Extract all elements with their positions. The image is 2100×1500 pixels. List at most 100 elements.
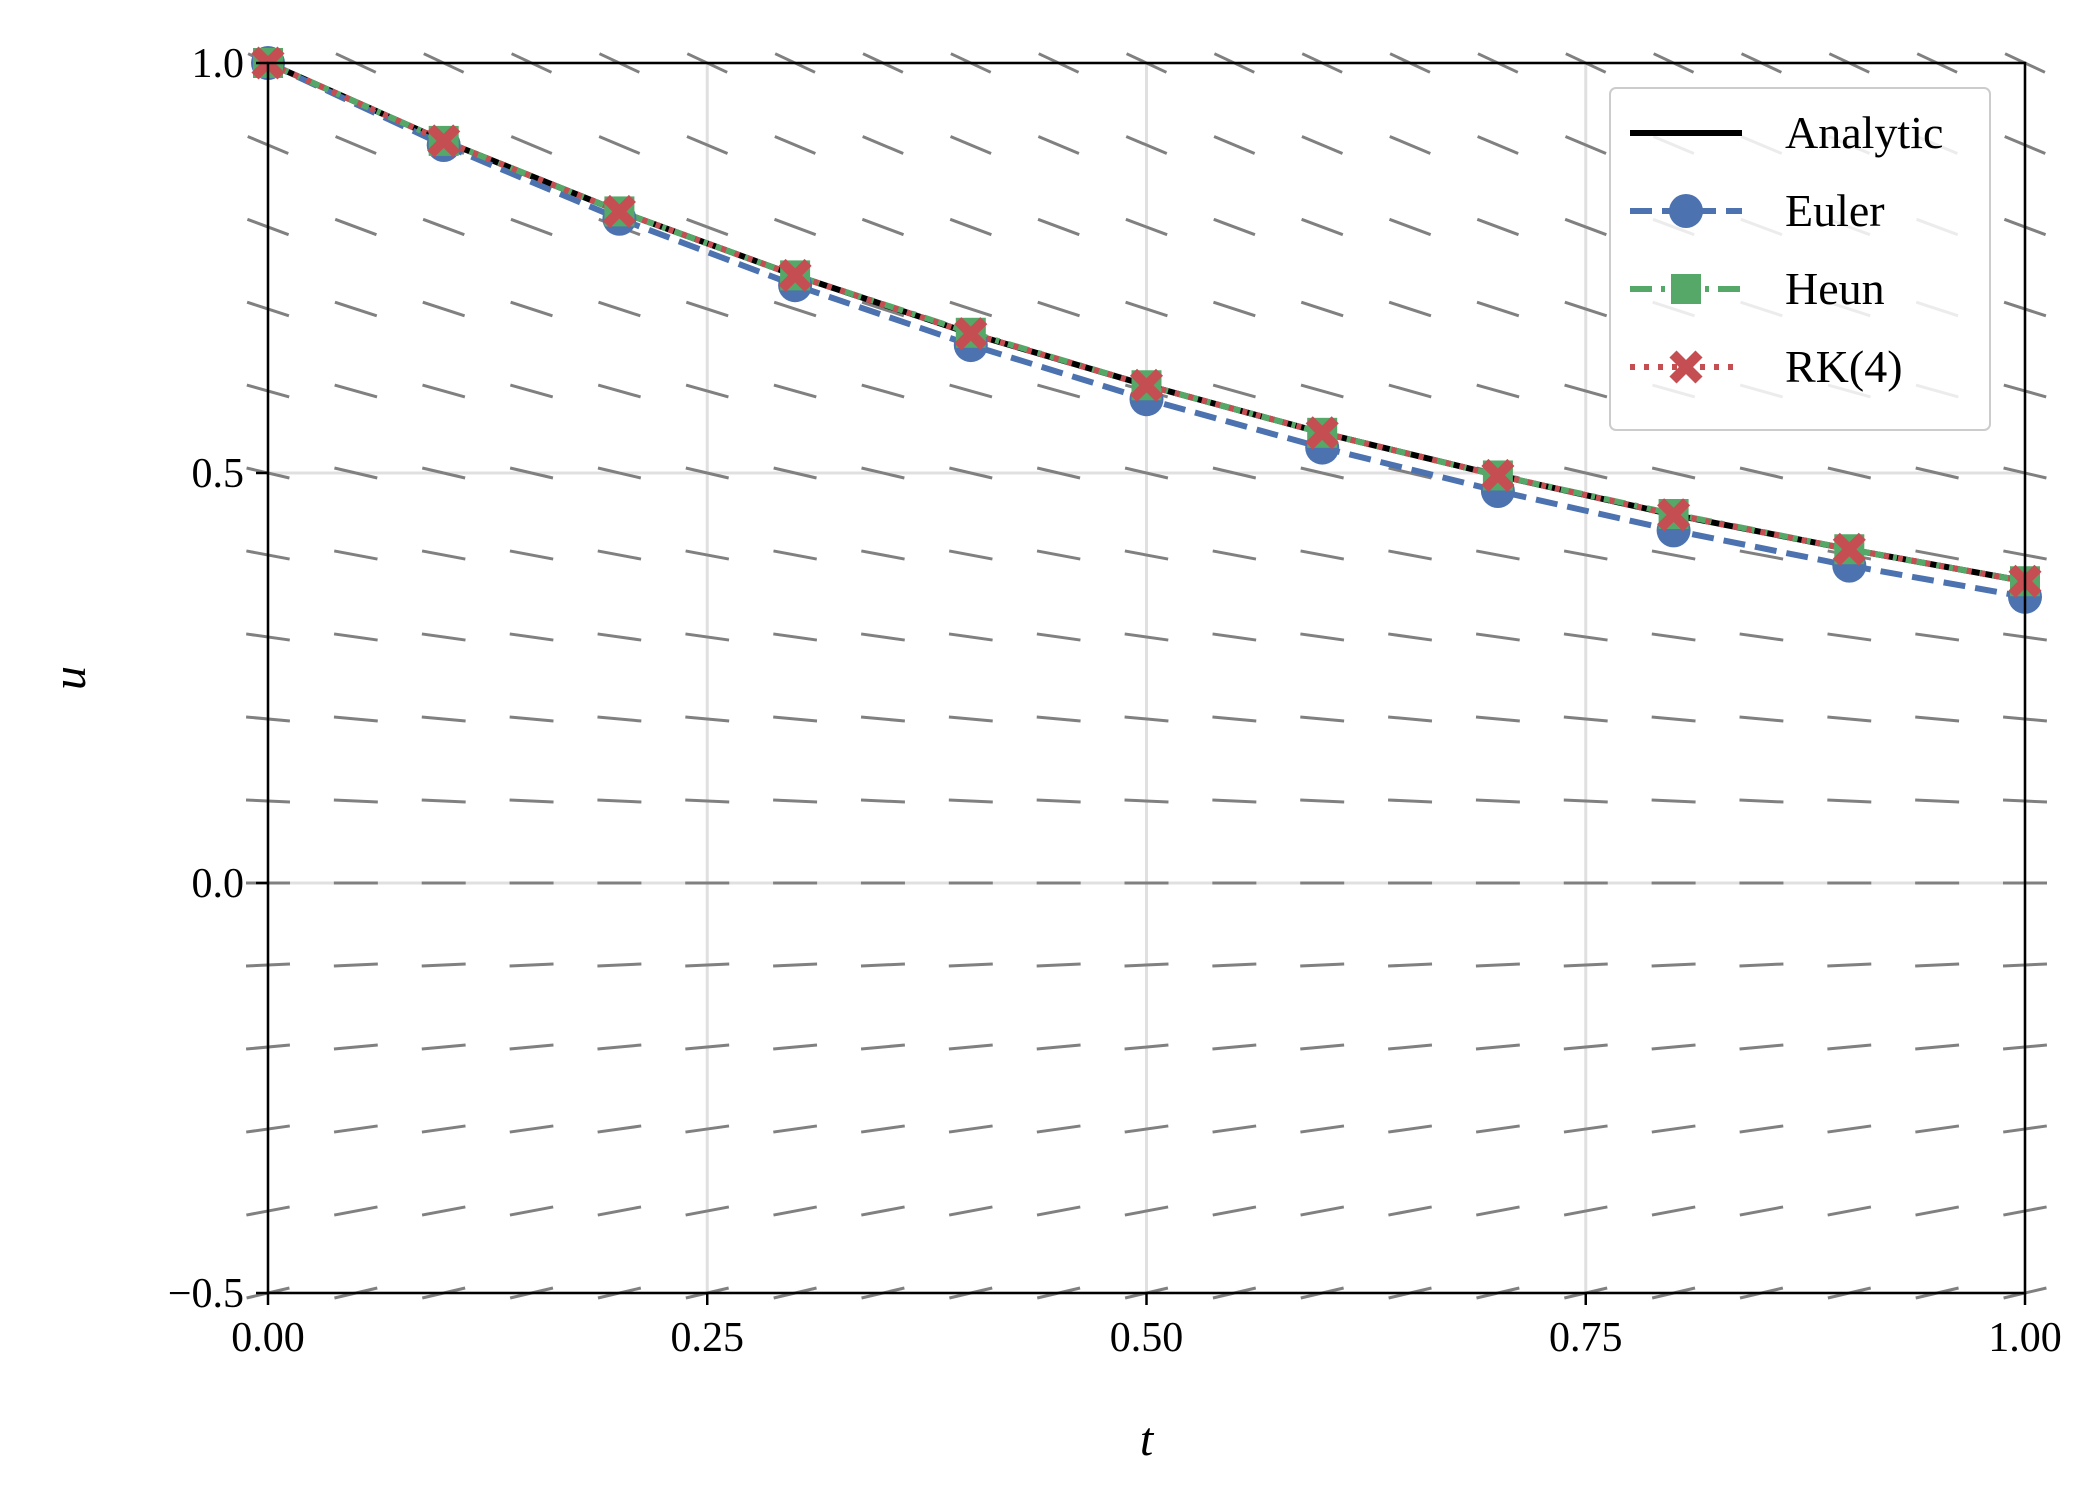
slope-segment-13-12 (1388, 1043, 1433, 1051)
point-rk4-6 (1305, 416, 1339, 450)
slope-segment-5-9 (685, 798, 730, 804)
slope-segment-4-5 (597, 466, 642, 480)
slope-segment-6-3 (773, 300, 817, 318)
slope-segment-19-5 (1915, 466, 1959, 480)
slope-segment-8-14 (948, 1205, 993, 1217)
slope-segment-3-9 (509, 798, 554, 804)
slope-segment-11-5 (1212, 466, 1257, 480)
slope-segment-8-3 (949, 300, 993, 318)
slope-segment-12-14 (1300, 1205, 1345, 1217)
slope-segment-2-8 (421, 715, 466, 723)
slope-segment-3-2 (510, 217, 553, 237)
slope-segment-18-9 (1827, 798, 1872, 804)
slope-segment-13-6 (1388, 549, 1432, 561)
slope-segment-1-11 (333, 962, 378, 968)
slope-segment-14-4 (1476, 383, 1520, 399)
slope-segment-18-8 (1827, 715, 1872, 723)
slope-segment-10-7 (1124, 632, 1169, 642)
slope-segment-14-14 (1475, 1205, 1520, 1217)
slope-segment-11-14 (1212, 1205, 1257, 1217)
slope-segment-8-11 (948, 962, 993, 968)
slope-segment-8-1 (949, 135, 992, 155)
slope-segment-13-13 (1388, 1124, 1433, 1134)
slope-segment-6-5 (773, 466, 817, 480)
slope-segment-11-11 (1212, 962, 1257, 968)
slope-segment-12-13 (1300, 1124, 1345, 1134)
slope-segment-16-13 (1651, 1124, 1696, 1134)
slope-segment-7-12 (860, 1043, 905, 1051)
slope-segment-16-9 (1651, 798, 1696, 804)
slope-segment-4-11 (597, 962, 642, 968)
slope-segment-7-6 (861, 549, 905, 561)
y-axis-title: u (43, 666, 96, 690)
slope-segment-1-1 (334, 135, 377, 155)
slope-segment-10-9 (1124, 798, 1169, 804)
slope-segment-14-2 (1476, 217, 1520, 237)
slope-segment-15-9 (1563, 798, 1608, 804)
slope-segment-11-4 (1212, 383, 1256, 399)
slope-segment-3-11 (509, 962, 554, 968)
x-tick-label-3: 0.75 (1549, 1315, 1623, 1361)
slope-segment-3-3 (510, 300, 553, 318)
point-rk4-4-stroke-b (954, 317, 988, 351)
slope-segment-2-12 (421, 1043, 466, 1051)
slope-segment-6-1 (774, 135, 816, 155)
slope-segment-15-11 (1563, 962, 1608, 968)
slope-segment-8-7 (948, 632, 993, 642)
slope-segment-7-9 (860, 798, 905, 804)
slope-segment-10-3 (1125, 300, 1168, 318)
slope-segment-1-12 (333, 1043, 378, 1051)
slope-segment-10-12 (1124, 1043, 1169, 1051)
slope-segment-9-14 (1036, 1205, 1081, 1217)
legend-label-heun: Heun (1785, 263, 1885, 314)
slope-segment-1-4 (334, 383, 378, 399)
slope-segment-6-2 (773, 217, 817, 237)
legend-marker-rk4-stroke-b (1669, 350, 1703, 384)
slope-segment-18-14 (1827, 1205, 1872, 1217)
slope-segment-1-7 (333, 632, 378, 642)
slope-segment-19-13 (1915, 1124, 1960, 1134)
slope-segment-15-8 (1563, 715, 1608, 723)
slope-segment-3-8 (509, 715, 554, 723)
slope-segment-11-13 (1212, 1124, 1257, 1134)
slope-segment-11-1 (1213, 135, 1256, 155)
slope-segment-6-11 (773, 962, 818, 968)
slope-segment-9-7 (1036, 632, 1081, 642)
slope-segment-7-7 (860, 632, 905, 642)
slope-segment-5-4 (685, 383, 729, 399)
slope-segment-10-1 (1125, 135, 1168, 155)
slope-segment-12-1 (1301, 135, 1344, 155)
slope-segment-6-8 (773, 715, 818, 723)
slope-segment-12-7 (1300, 632, 1345, 642)
slope-segment-9-12 (1036, 1043, 1081, 1051)
slope-segment-2-11 (421, 962, 466, 968)
slope-segment-7-13 (860, 1124, 905, 1134)
slope-segment-16-8 (1651, 715, 1696, 723)
slope-segment-18-5 (1827, 466, 1872, 480)
slope-segment-15-6 (1563, 549, 1608, 561)
slope-segment-12-9 (1300, 798, 1345, 804)
slope-segment-10-14 (1124, 1205, 1169, 1217)
slope-segment-15-5 (1563, 466, 1608, 480)
slope-segment-8-12 (948, 1043, 993, 1051)
legend-label-analytic: Analytic (1785, 107, 1943, 158)
slope-segment-3-14 (509, 1205, 554, 1217)
slope-segment-14-9 (1475, 798, 1520, 804)
slope-segment-16-6 (1651, 549, 1696, 561)
slope-segment-5-1 (686, 135, 729, 155)
slope-segment-5-12 (685, 1043, 730, 1051)
point-rk4-1-stroke-b (427, 124, 461, 158)
slope-segment-17-7 (1739, 632, 1784, 642)
slope-segment-15-14 (1563, 1205, 1608, 1217)
slope-segment-12-11 (1300, 962, 1345, 968)
slope-segment-17-12 (1739, 1043, 1784, 1051)
slope-segment-10-13 (1124, 1124, 1169, 1134)
slope-segment-13-2 (1388, 217, 1432, 237)
slope-segment-13-9 (1388, 798, 1433, 804)
legend-label-euler: Euler (1785, 185, 1885, 236)
slope-segment-8-2 (949, 217, 992, 237)
legend-box (1609, 87, 1991, 431)
slope-segment-15-13 (1563, 1124, 1608, 1134)
slope-segment-13-5 (1388, 466, 1432, 480)
slope-segment-5-7 (685, 632, 730, 642)
